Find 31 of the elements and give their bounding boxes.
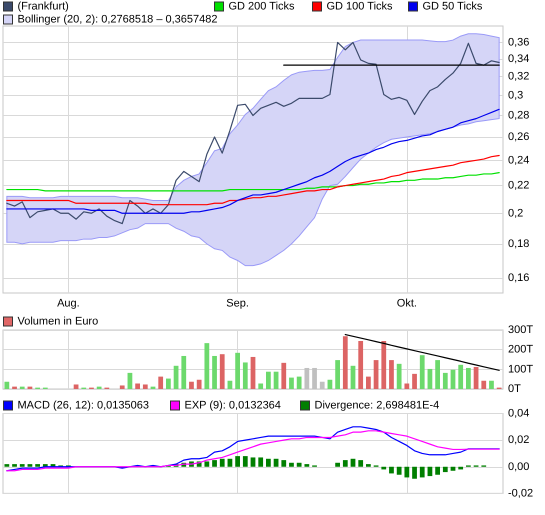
- y-tick-label: 0,28: [508, 109, 530, 122]
- x-tick-label: Sep.: [226, 298, 249, 310]
- legend-label: GD 100 Ticks: [326, 0, 394, 12]
- legend-label: EXP (9): 0,0132364: [184, 400, 281, 412]
- y-tick-label: 0,26: [508, 131, 530, 144]
- y-tick-label: -0,02: [508, 487, 534, 500]
- y-tick-label: 0,36: [508, 36, 530, 48]
- y-tick-label: 0,32: [508, 70, 530, 83]
- x-tick-label: Aug.: [57, 298, 80, 310]
- y-tick-label: 0,3: [508, 89, 524, 102]
- y-tick-label: 0,16: [508, 272, 530, 284]
- y-tick-label: 200T: [508, 344, 534, 356]
- legend-label: GD 50 Ticks: [422, 0, 483, 12]
- y-tick-label: 0,00: [508, 460, 530, 473]
- legend-label: MACD (26, 12): 0,0135063: [18, 400, 149, 412]
- y-tick-label: 0,2: [508, 207, 524, 220]
- y-tick-label: 0,02: [508, 434, 530, 446]
- legend-label: (Frankfurt): [18, 0, 69, 12]
- legend-label: Divergence: 2,698481E-4: [314, 400, 440, 412]
- y-tick-label: 0T: [508, 383, 522, 395]
- legend-label: Volumen in Euro: [18, 316, 98, 328]
- x-tick-label: Okt.: [396, 298, 417, 310]
- legend-label: GD 200 Ticks: [228, 0, 296, 12]
- y-tick-label: 0,24: [508, 154, 530, 166]
- y-tick-label: 0,34: [508, 53, 530, 66]
- y-tick-label: 0,04: [508, 408, 530, 420]
- legend-label: Bollinger (20, 2): 0,2768518 – 0,3657482: [18, 14, 218, 26]
- y-tick-label: 300T: [508, 324, 534, 336]
- y-tick-label: 100T: [508, 363, 534, 376]
- y-tick-label: 0,18: [508, 238, 530, 250]
- y-tick-label: 0,22: [508, 180, 530, 192]
